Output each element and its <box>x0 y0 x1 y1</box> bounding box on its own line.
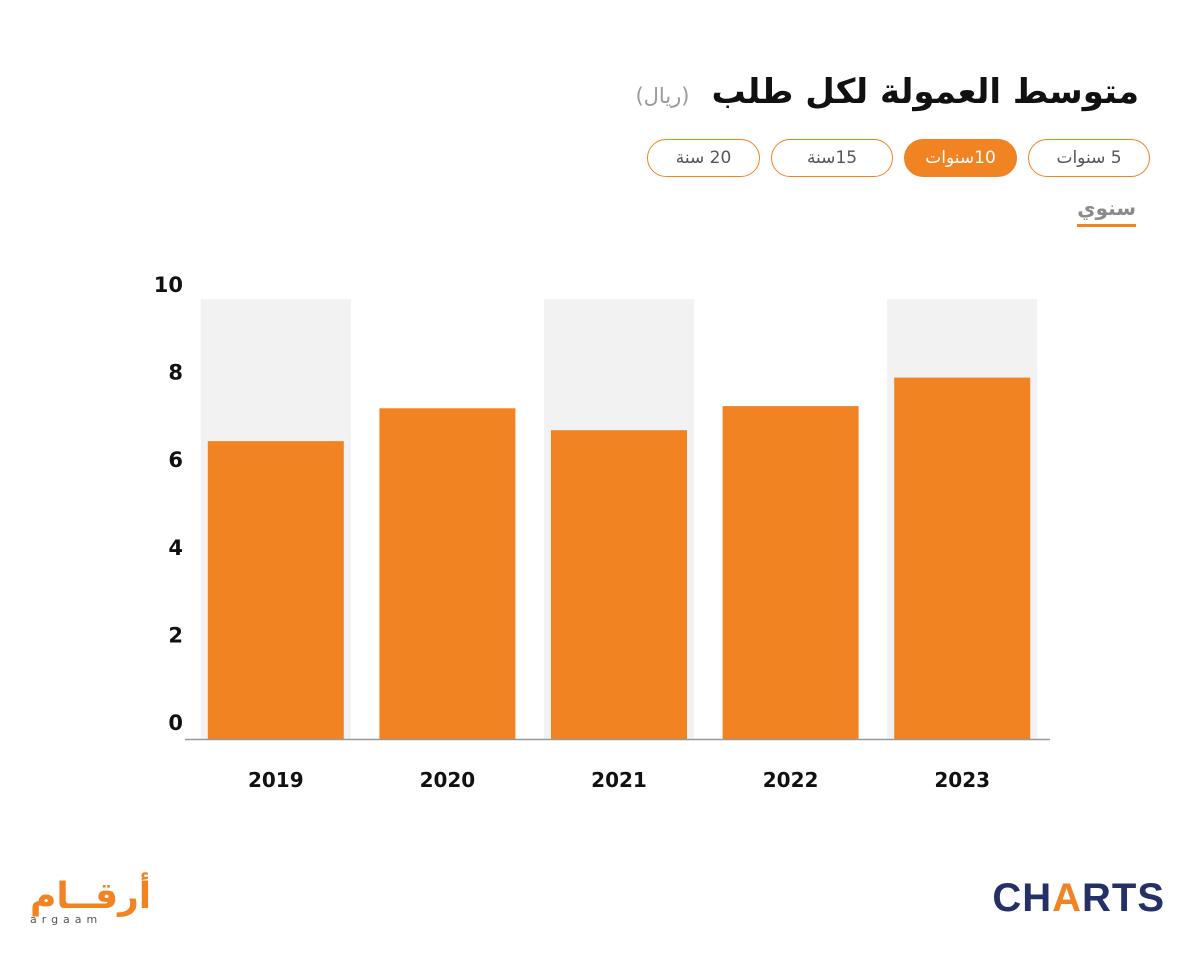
x-tick-2019: 2019 <box>248 768 304 792</box>
bar-chart: 0 2 4 6 8 10 2019 2020 2021 2022 2023 <box>0 0 1201 964</box>
x-tick-2023: 2023 <box>934 768 990 792</box>
charts-logo-pre: CH <box>992 876 1052 920</box>
argaam-logo: أرقــام argaam <box>30 878 151 926</box>
x-tick-2021: 2021 <box>591 768 647 792</box>
y-tick-6: 6 <box>168 448 183 472</box>
bar-2023[interactable] <box>894 378 1030 739</box>
x-tick-2020: 2020 <box>420 768 476 792</box>
x-tick-2022: 2022 <box>763 768 819 792</box>
y-tick-labels: 0 2 4 6 8 10 <box>154 273 183 735</box>
charts-logo: CHARTS <box>992 876 1165 921</box>
y-tick-2: 2 <box>168 623 183 647</box>
y-tick-10: 10 <box>154 273 183 297</box>
charts-logo-post: RTS <box>1082 876 1165 920</box>
bar-2022[interactable] <box>723 406 859 739</box>
y-tick-4: 4 <box>168 536 183 560</box>
x-tick-labels: 2019 2020 2021 2022 2023 <box>248 768 990 792</box>
argaam-logo-arabic: أرقــام <box>30 878 151 916</box>
charts-logo-bolt: A <box>1052 876 1082 920</box>
bar-2019[interactable] <box>208 441 344 739</box>
y-tick-8: 8 <box>168 361 183 385</box>
y-tick-0: 0 <box>168 711 183 735</box>
bar-2021[interactable] <box>551 430 687 739</box>
bar-2020[interactable] <box>379 408 515 739</box>
